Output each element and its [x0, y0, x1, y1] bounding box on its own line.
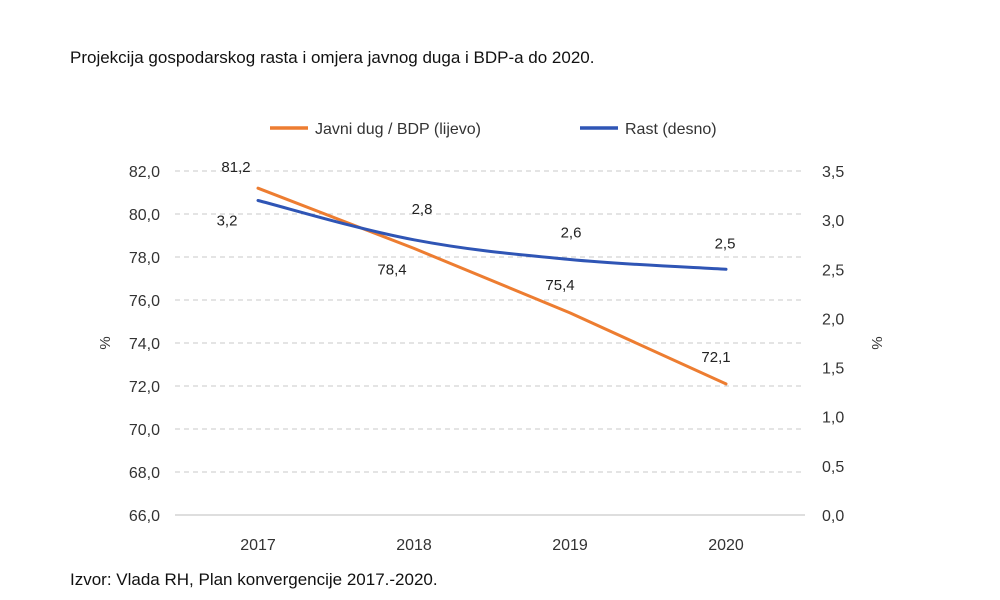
legend-label: Rast (desno): [625, 121, 717, 138]
left-tick-label: 78,0: [129, 250, 160, 267]
left-tick-label: 76,0: [129, 293, 160, 310]
x-axis-ticks: 2017 2018 2019 2020: [240, 537, 744, 554]
data-label-growth: 2,5: [715, 235, 736, 252]
source-note: Izvor: Vlada RH, Plan konvergencije 2017…: [70, 570, 438, 589]
right-tick-label: 1,0: [822, 410, 844, 427]
data-label-debt: 81,2: [221, 159, 250, 176]
right-axis-ticks: 3,5 3,0 2,5 2,0 1,5 1,0 0,5 0,0: [822, 164, 844, 525]
left-tick-label: 80,0: [129, 207, 160, 224]
right-axis-label: %: [868, 336, 885, 349]
data-label-debt: 78,4: [377, 261, 406, 278]
left-tick-label: 68,0: [129, 465, 160, 482]
left-tick-label: 72,0: [129, 379, 160, 396]
series-line-growth: [256, 198, 728, 271]
right-tick-label: 1,5: [822, 361, 844, 378]
left-axis-label: %: [97, 336, 114, 349]
x-tick-label: 2018: [396, 537, 432, 554]
left-tick-label: 70,0: [129, 422, 160, 439]
chart-title: Projekcija gospodarskog rasta i omjera j…: [70, 48, 595, 67]
left-tick-label: 82,0: [129, 164, 160, 181]
data-label-debt: 72,1: [701, 349, 730, 366]
legend: Javni dug / BDP (lijevo) Rast (desno): [270, 121, 717, 138]
series-lines: [256, 186, 728, 386]
data-label-growth: 2,8: [412, 201, 433, 218]
data-labels: 81,2 78,4 75,4 72,1 3,2 2,8 2,6 2,5: [217, 159, 736, 366]
series-line-debt: [256, 186, 728, 386]
right-tick-label: 2,5: [822, 262, 844, 279]
data-label-growth: 3,2: [217, 212, 238, 229]
legend-label: Javni dug / BDP (lijevo): [315, 121, 481, 138]
right-tick-label: 0,0: [822, 508, 844, 525]
data-label-debt: 75,4: [545, 277, 574, 294]
right-tick-label: 3,5: [822, 164, 844, 181]
right-tick-label: 2,0: [822, 311, 844, 328]
right-tick-label: 3,0: [822, 213, 844, 230]
left-axis-ticks: 82,0 80,0 78,0 76,0 74,0 72,0 70,0 68,0 66,0: [129, 164, 160, 525]
data-label-growth: 2,6: [561, 224, 582, 241]
left-tick-label: 66,0: [129, 508, 160, 525]
x-tick-label: 2019: [552, 537, 588, 554]
x-tick-label: 2020: [708, 537, 744, 554]
x-tick-label: 2017: [240, 537, 276, 554]
left-tick-label: 74,0: [129, 336, 160, 353]
right-tick-label: 0,5: [822, 459, 844, 476]
gridlines: [175, 170, 805, 516]
